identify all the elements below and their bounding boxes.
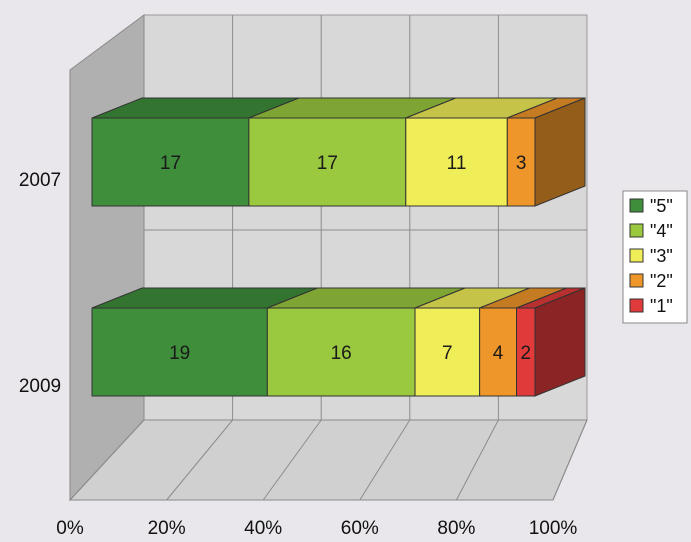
legend-label: "5" — [650, 196, 673, 216]
legend-swatch — [629, 248, 644, 263]
bar-value-label: 19 — [169, 343, 190, 364]
bar-segment — [266, 307, 416, 397]
bar-value-label: 2 — [520, 343, 531, 364]
x-axis-ticks: 0% 20% 40% 60% 80% 100% — [56, 518, 578, 539]
bar-value-label: 7 — [442, 343, 453, 364]
bar-value-label: 4 — [493, 343, 504, 364]
bar-value-label: 11 — [447, 153, 467, 174]
category-label: 2007 — [19, 170, 61, 191]
floor-gridline — [359, 419, 411, 501]
side-wall — [69, 14, 145, 502]
bar-segment — [91, 307, 268, 397]
legend-swatch — [629, 273, 644, 288]
bar-segment — [414, 307, 481, 397]
x-tick-label: 20% — [148, 518, 186, 537]
legend-label: "4" — [650, 221, 673, 241]
legend-swatch — [629, 298, 644, 313]
chart-walls — [68, 14, 588, 502]
x-tick-label: 0% — [56, 518, 84, 537]
legend-label: "2" — [650, 271, 673, 291]
floor-gridline — [455, 419, 499, 501]
bar-segment — [479, 307, 518, 397]
bars: 17 17 11 3 19 16 7 4 2 — [91, 97, 586, 397]
x-tick-label: 60% — [341, 518, 379, 537]
legend-label: "3" — [650, 246, 673, 266]
x-tick-label: 100% — [529, 518, 578, 537]
y-axis-categories: 2007 2009 — [19, 170, 61, 397]
floor-gridline — [552, 419, 588, 501]
bar-side-face — [534, 97, 586, 207]
floor-gridline — [166, 419, 233, 501]
bar-value-label: 17 — [160, 153, 181, 174]
legend-swatch — [629, 198, 644, 213]
x-tick-label: 80% — [437, 518, 475, 537]
bar-segment — [248, 117, 407, 207]
bar-value-label: 16 — [331, 343, 352, 364]
legend-label: "1" — [650, 296, 673, 316]
legend-swatch — [629, 223, 644, 238]
legend: "5" "4" "3" "2" "1" — [622, 190, 688, 324]
bar-side-face — [534, 287, 586, 397]
category-label: 2009 — [19, 376, 61, 397]
bar-value-label: 3 — [516, 153, 527, 174]
floor-gridline — [262, 419, 322, 501]
floor-gridline — [69, 419, 145, 501]
x-tick-label: 40% — [244, 518, 282, 537]
floor — [68, 419, 588, 501]
bar-value-label: 17 — [317, 153, 338, 174]
bar-segment — [91, 117, 250, 207]
